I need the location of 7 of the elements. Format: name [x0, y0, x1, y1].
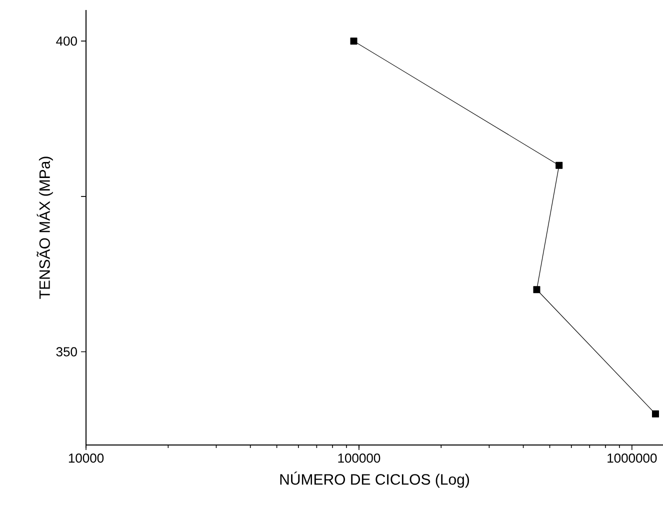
y-tick-label: 400 [56, 36, 77, 46]
y-axis-title: TENSÃO MÁX (MPa) [36, 156, 53, 299]
x-axis-title: NÚMERO DE CICLOS (Log) [280, 472, 469, 488]
x-tick-label: 1000000 [608, 454, 657, 463]
y-tick-label: 350 [56, 347, 77, 356]
x-tick-label: 10000 [68, 454, 104, 463]
x-tick-label: 100000 [338, 454, 380, 463]
